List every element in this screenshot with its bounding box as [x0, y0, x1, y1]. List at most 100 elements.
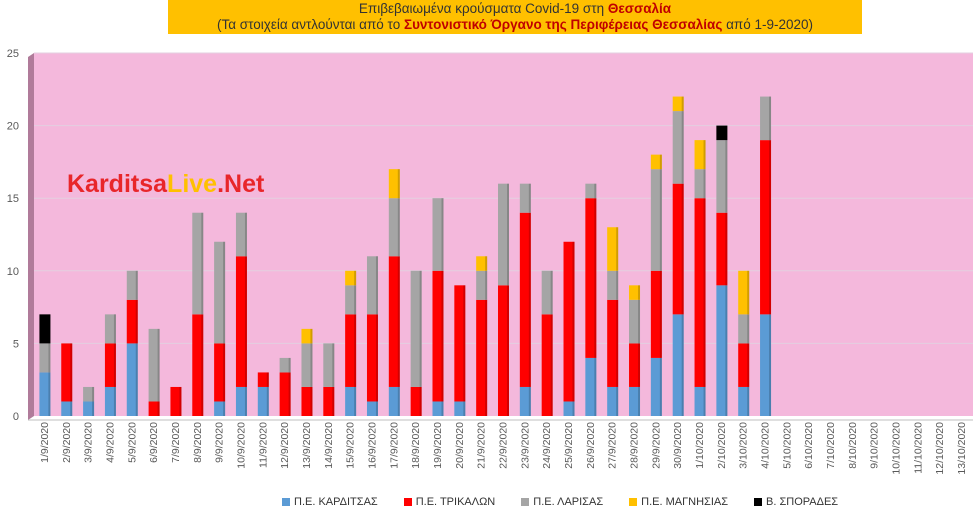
bar-segment	[476, 270, 488, 300]
bar-segment-shade	[354, 386, 357, 416]
legend-label: Β. ΣΠΟΡΑΔΕΣ	[766, 496, 839, 508]
x-tick-label: 15/9/2020	[345, 422, 357, 469]
bar-segment	[366, 314, 378, 402]
bar-segment-shade	[703, 169, 706, 199]
bar-segment-shade	[135, 299, 138, 344]
bar-segment	[738, 386, 750, 416]
bar-segment-shade	[288, 372, 291, 416]
bar-segment	[716, 140, 728, 213]
bar-segment	[214, 401, 226, 416]
bar-segment	[388, 256, 400, 387]
title-line-2-suffix: από 1-9-2020)	[722, 17, 814, 32]
title-line-1: Επιβεβαιωμένα κρούσματα Covid-19 στη Θεσ…	[168, 1, 862, 17]
x-tick-label: 4/9/2020	[104, 422, 116, 463]
bar-segment-shade	[594, 357, 597, 416]
bar-segment	[366, 401, 378, 416]
x-tick-label: 3/10/2020	[738, 422, 750, 469]
legend-swatch	[629, 498, 638, 506]
bar-segment-shade	[463, 401, 466, 416]
bar-segment-shade	[354, 285, 357, 315]
bar-segment	[476, 299, 488, 416]
bar-segment	[432, 198, 444, 271]
bar-segment	[672, 183, 684, 315]
bar-segment-shade	[397, 386, 400, 416]
bar-segment-shade	[594, 183, 597, 199]
x-tick-label: 6/9/2020	[148, 422, 160, 463]
bar-segment	[716, 212, 728, 286]
bar-segment	[323, 343, 335, 387]
bar-segment	[694, 140, 706, 170]
title-line-2: (Τα στοιχεία αντλούνται από το Συντονιστ…	[168, 17, 862, 33]
bar-segment	[279, 357, 291, 373]
bar-segment-shade	[113, 343, 116, 387]
bar-segment	[388, 169, 400, 199]
bar-segment-shade	[266, 386, 269, 416]
bar-segment	[432, 270, 444, 402]
x-tick-label: 8/10/2020	[847, 422, 859, 469]
x-tick-label: 9/9/2020	[214, 422, 226, 463]
bar-segment-shade	[769, 96, 772, 141]
bar-segment-shade	[485, 299, 488, 416]
bar-segment	[345, 314, 357, 387]
bar-segment-shade	[485, 270, 488, 300]
x-tick-label: 7/10/2020	[825, 422, 837, 469]
bar-segment-shade	[135, 270, 138, 300]
x-tick-label: 21/9/2020	[476, 422, 488, 469]
bar-segment-shade	[375, 256, 378, 315]
legend-label: Π.Ε. ΜΑΓΝΗΣΙΑΣ	[641, 496, 729, 508]
x-tick-label: 26/9/2020	[585, 422, 597, 469]
bar-segment	[83, 401, 95, 416]
bar-segment-shade	[375, 314, 378, 402]
bar-segment-shade	[201, 212, 204, 315]
bar-segment	[39, 343, 51, 373]
bar-segment-shade	[725, 212, 728, 286]
x-tick-label: 3/9/2020	[83, 422, 95, 463]
bar-segment	[585, 183, 597, 199]
x-tick-label: 7/9/2020	[170, 422, 182, 463]
bar-segment	[738, 343, 750, 387]
x-tick-label: 9/10/2020	[869, 422, 881, 469]
bar-segment-shade	[441, 401, 444, 416]
bar-segment-shade	[463, 285, 466, 402]
legend-label: Π.Ε. ΤΡΙΚΑΛΩΝ	[415, 496, 496, 508]
x-tick-label: 25/9/2020	[563, 422, 575, 469]
watermark-logo: KarditsaLive.Net	[67, 170, 264, 199]
bar-segment	[192, 212, 204, 315]
bar-segment	[410, 270, 422, 387]
bar-segment	[498, 183, 509, 286]
bar-segment	[61, 343, 73, 402]
title-line-1-bold: Θεσσαλία	[607, 1, 672, 16]
bar-segment-shade	[92, 386, 95, 402]
bar-segment	[607, 299, 619, 387]
bar-segment-shade	[594, 198, 597, 358]
bar-segment-shade	[703, 386, 706, 416]
bar-segment-shade	[528, 183, 531, 213]
bar-segment	[694, 169, 706, 199]
bar-segment	[148, 401, 160, 416]
bar-segment	[585, 198, 597, 358]
bar-segment-shade	[441, 270, 444, 402]
bar-segment-shade	[659, 154, 662, 170]
bar-segment	[650, 154, 662, 170]
bar-segment	[257, 386, 269, 416]
x-tick-label: 4/10/2020	[760, 422, 772, 469]
bar-segment	[39, 372, 51, 416]
x-tick-label: 16/9/2020	[366, 422, 378, 469]
bar-segment-shade	[659, 357, 662, 416]
x-tick-label: 17/9/2020	[388, 422, 400, 469]
legend-swatch	[754, 498, 763, 506]
x-tick-label: 22/9/2020	[498, 422, 510, 469]
legend-swatch	[282, 498, 290, 506]
bar-segment	[39, 314, 51, 344]
bar-segment-shade	[223, 343, 226, 402]
bar-segment	[694, 386, 706, 416]
bar-segment	[454, 285, 466, 402]
x-tick-label: 11/9/2020	[257, 422, 269, 468]
bar-segment-shade	[638, 343, 641, 387]
legend-item: Π.Ε. ΜΑΓΝΗΣΙΑΣ	[629, 494, 728, 510]
bar-segment-shade	[332, 386, 335, 416]
bar-segment	[672, 314, 684, 416]
bar-segment-shade	[572, 401, 575, 416]
bar-segment	[104, 343, 116, 387]
x-tick-label: 1/9/2020	[39, 422, 51, 463]
